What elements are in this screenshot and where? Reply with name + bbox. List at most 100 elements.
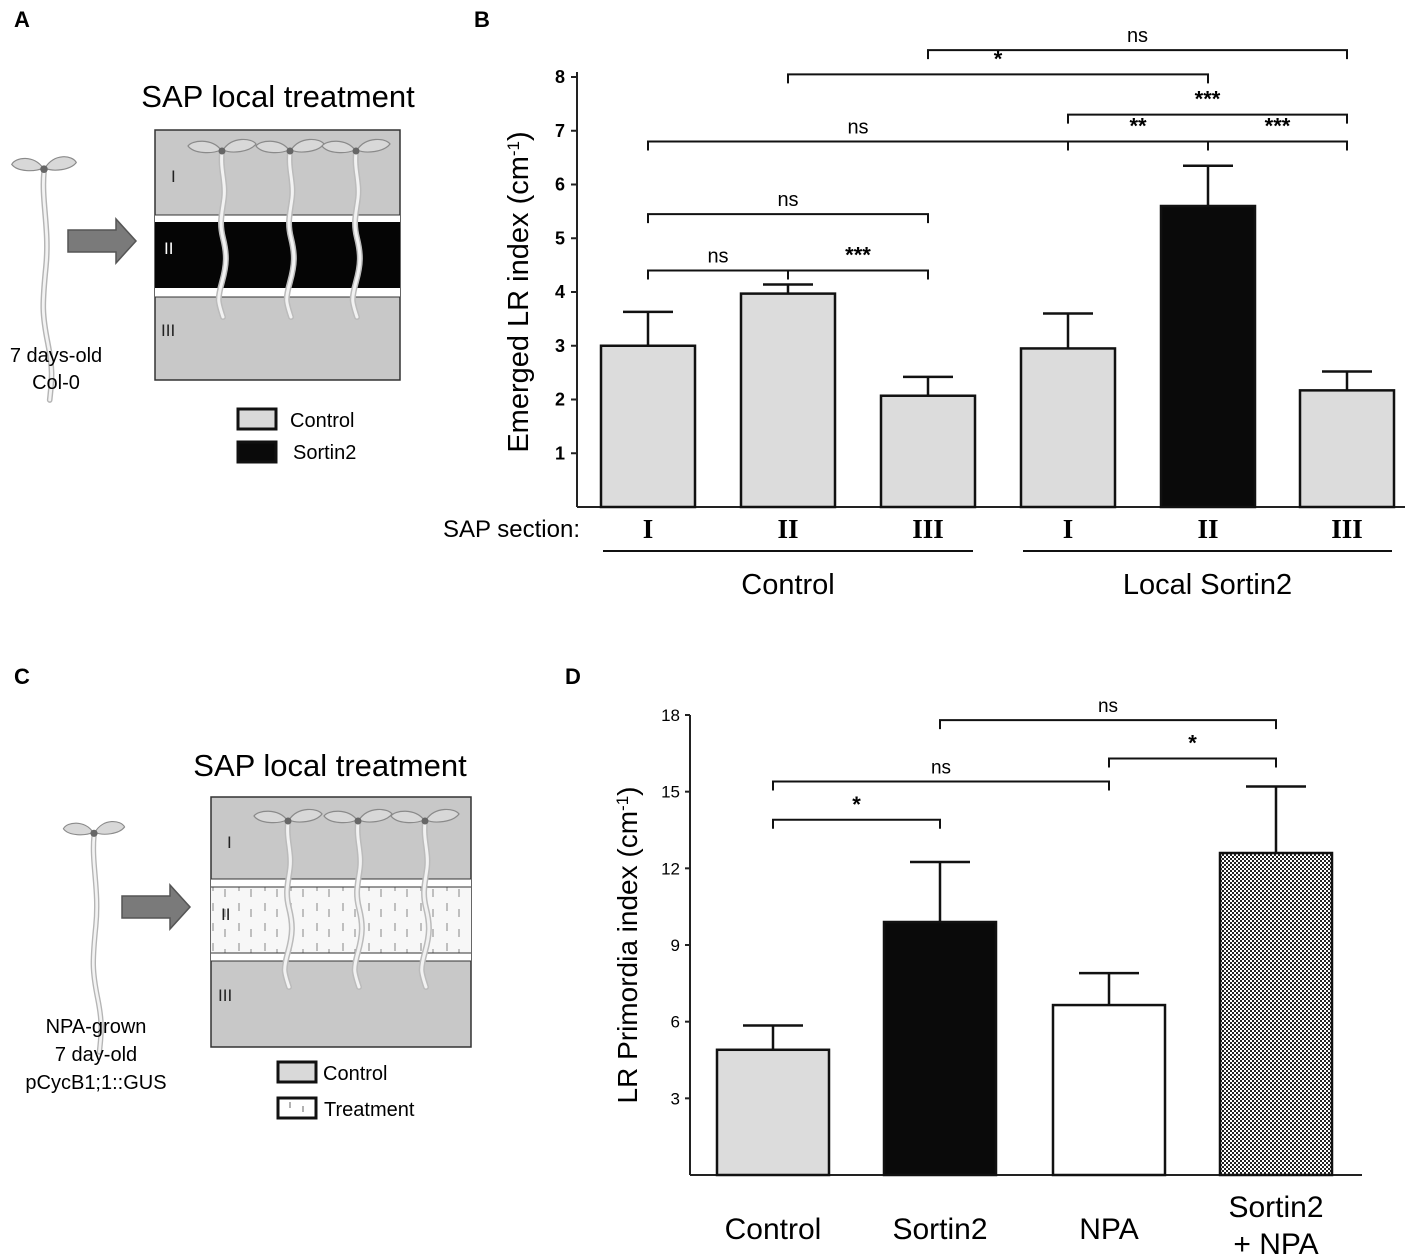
y-tick-label-b: 3 — [555, 336, 565, 356]
y-tick-label-b: 7 — [555, 121, 565, 141]
bar-b — [879, 394, 977, 509]
sig-b-label: *** — [1265, 114, 1291, 139]
sig-b-label: ns — [847, 117, 868, 139]
sig-b-label: ** — [1129, 114, 1147, 139]
arrow-right-icon — [121, 883, 192, 931]
x-tick-label-d: NPA — [1079, 1213, 1138, 1246]
sig-b-label: *** — [845, 243, 871, 268]
sap-title: SAP local treatment — [141, 79, 415, 114]
y-tick-label-d: 18 — [661, 706, 680, 725]
x-tick-label-d: Sortin2 — [892, 1213, 987, 1246]
sig-b-label: ns — [707, 246, 728, 268]
group-label: Local Sortin2 — [1123, 569, 1292, 601]
x-tick-label-b: II — [777, 514, 798, 544]
legend-label-control: Control — [290, 410, 354, 432]
y-axis-label-b: Emerged LR index (cm-1) — [503, 131, 535, 452]
bar-b — [1019, 347, 1117, 509]
bar-d — [882, 920, 998, 1177]
y-tick-label-d: 6 — [671, 1013, 680, 1032]
seedling-label-c-line2: 7 day-old — [55, 1044, 137, 1066]
section-label-c-ii: II — [221, 905, 230, 924]
group-label: Control — [741, 569, 835, 601]
bar-b — [599, 344, 697, 509]
legend-swatch-control — [236, 407, 278, 431]
legend-a: Control Sortin2 — [236, 407, 356, 464]
x-tick-label-d: Control — [725, 1213, 822, 1246]
y-tick-label-b: 4 — [555, 282, 565, 302]
seedling-illustration — [11, 156, 77, 403]
chart-b: 1 2 3 4 5 6 7 8 Emerged LR index (cm-1) SAP secti… — [443, 25, 1405, 601]
seedling-label-c-line1: NPA-grown — [46, 1016, 147, 1038]
chart-d: 3 6 9 12 15 18 LR Primordia index (cm-1) Contro… — [612, 696, 1362, 1260]
sig-b-bracket — [647, 140, 1069, 151]
x-tick-label-b: I — [1063, 514, 1074, 544]
seedling-label-line2: Col-0 — [32, 372, 80, 394]
sig-d-bracket — [772, 780, 1110, 791]
arrow-right-icon — [67, 217, 138, 265]
section-label-c-i: I — [227, 833, 232, 852]
y-tick-label-d: 3 — [671, 1089, 680, 1108]
sig-d-label: * — [852, 792, 861, 817]
bar-b — [1298, 389, 1396, 509]
section-label-ii: II — [164, 239, 173, 258]
legend-label-sortin2: Sortin2 — [293, 442, 356, 464]
panel-b: B 1 2 3 4 5 6 7 8 Emerged LR index (cm-1) SAP sec… — [443, 7, 1405, 601]
sig-b-label: *** — [1195, 87, 1221, 112]
y-tick-label-b: 2 — [555, 390, 565, 410]
sig-d-label: * — [1188, 730, 1197, 755]
legend-c: Control Treatment — [276, 1060, 415, 1121]
sap-plate: I II III — [154, 129, 401, 381]
sig-b-label: * — [994, 46, 1003, 71]
legend-swatch-treatment — [276, 1096, 318, 1120]
sig-d-bracket — [1108, 757, 1277, 768]
panel-letter-c: C — [14, 664, 30, 689]
y-axis-label-d: LR Primordia index (cm-1) — [612, 787, 643, 1104]
sig-b-bracket — [647, 269, 789, 280]
y-tick-label-d: 9 — [671, 936, 680, 955]
sig-b-bracket — [647, 213, 929, 224]
legend-swatch-control-c — [276, 1060, 318, 1084]
panel-letter-a: A — [14, 7, 30, 32]
bar-b — [1159, 204, 1257, 509]
y-tick-label-b: 6 — [555, 175, 565, 195]
x-tick-label-b: III — [912, 514, 944, 544]
seedling-label-c-line3: pCycB1;1::GUS — [25, 1072, 166, 1094]
x-tick-label-b: III — [1331, 514, 1363, 544]
legend-label-control-c: Control — [323, 1063, 387, 1085]
sig-b-bracket — [927, 49, 1348, 60]
section-label-i: I — [171, 167, 176, 186]
seedling-label-line1: 7 days-old — [10, 345, 102, 367]
sig-d-bracket — [939, 719, 1277, 730]
y-tick-label-b: 5 — [555, 228, 565, 248]
sig-b-label: ns — [1127, 25, 1148, 47]
legend-swatch-sortin2 — [236, 440, 278, 464]
x-tick-label-b: I — [643, 514, 654, 544]
panel-a: A 7 days-old Col-0 SAP local treatment — [10, 7, 415, 464]
sig-b-label: ns — [777, 189, 798, 211]
sig-b-bracket — [787, 269, 929, 280]
panel-letter-d: D — [565, 664, 581, 689]
y-tick-label-d: 12 — [661, 859, 680, 878]
sap-title-c: SAP local treatment — [193, 748, 467, 783]
bar-d — [1218, 851, 1334, 1177]
seedling-illustration-c — [62, 821, 126, 1055]
y-tick-label-b: 8 — [555, 67, 565, 87]
sig-d-label: ns — [1098, 696, 1118, 717]
x-tick-label-d: Sortin2 — [1228, 1191, 1323, 1224]
sig-b-bracket — [1067, 113, 1348, 124]
y-tick-label-b: 1 — [555, 443, 565, 463]
panel-d: D 3 6 9 12 15 18 LR Primordia index (cm-1) Cont… — [565, 664, 1362, 1260]
sig-b-bracket — [1207, 140, 1348, 151]
x-tick-label-b: II — [1197, 514, 1218, 544]
bar-d — [1051, 1003, 1167, 1177]
panel-c: C NPA-grown 7 day-old pCycB1;1::GUS SAP … — [14, 664, 472, 1121]
sig-b-bracket — [1067, 140, 1209, 151]
sig-d-bracket — [772, 818, 941, 829]
section-label-c-iii: III — [218, 986, 232, 1005]
bar-b — [739, 292, 837, 509]
panel-letter-b: B — [474, 7, 490, 32]
sig-b-bracket — [787, 73, 1209, 84]
bar-d — [715, 1048, 831, 1177]
sig-d-label: ns — [931, 757, 951, 778]
